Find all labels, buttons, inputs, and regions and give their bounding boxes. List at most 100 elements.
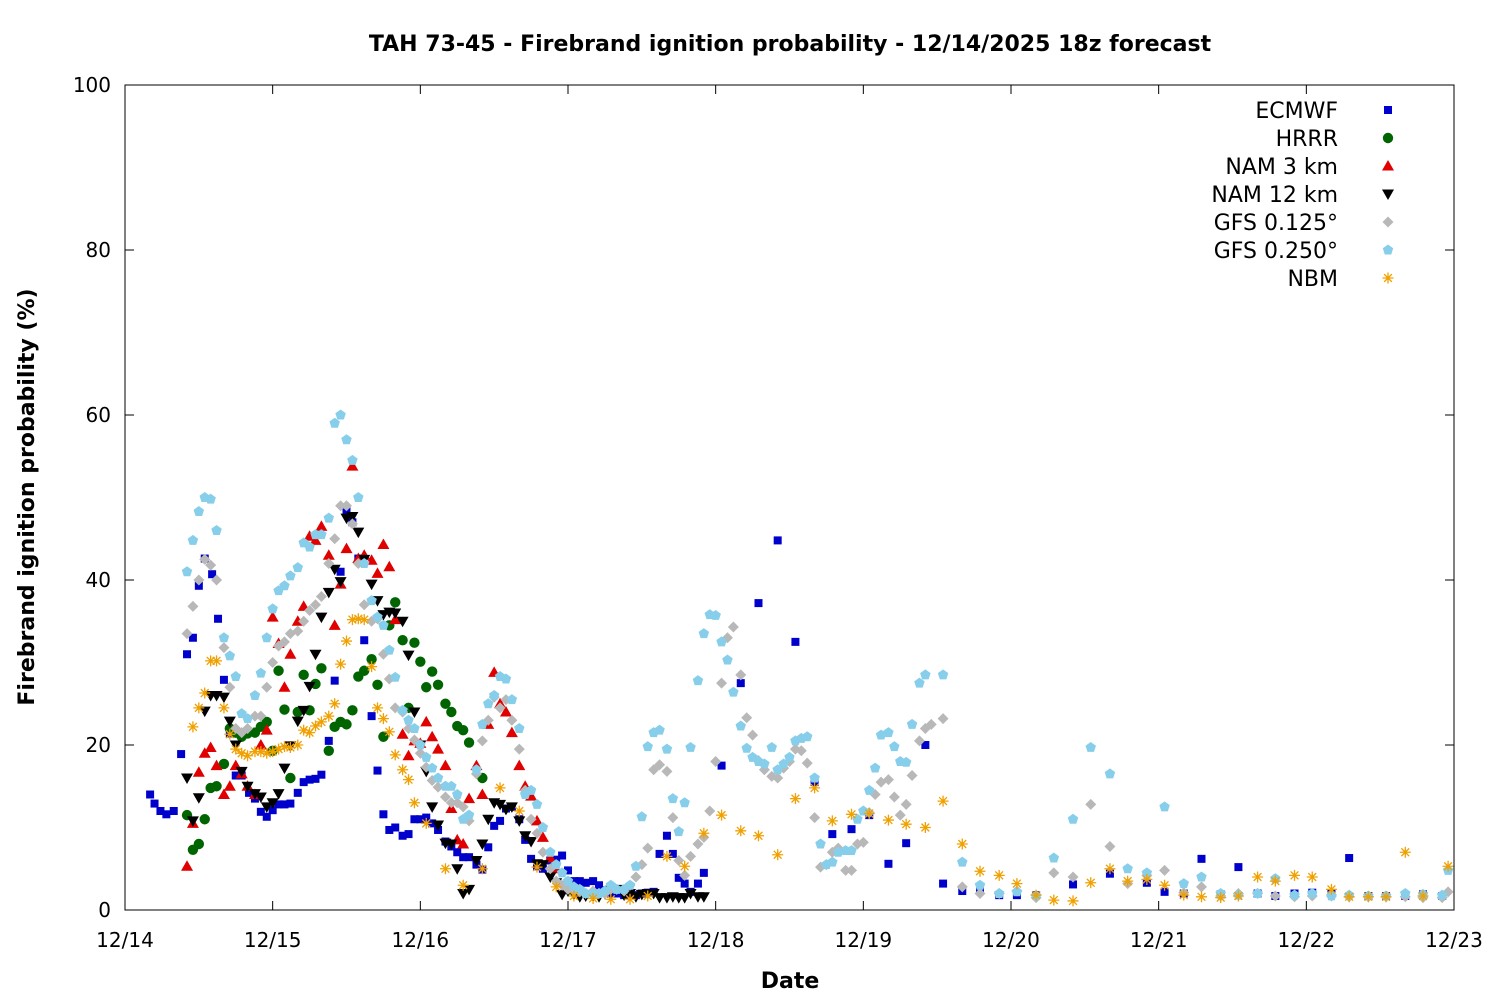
point-ecmwf <box>465 853 474 862</box>
point-gfs-0-250 <box>667 793 679 804</box>
point-nbm <box>772 849 784 861</box>
point-ecmwf <box>1197 854 1206 863</box>
point-nbm <box>224 728 236 740</box>
point-nbm <box>298 724 310 736</box>
point-hrrr <box>193 838 205 850</box>
point-gfs-0-250 <box>267 603 278 614</box>
point-hrrr <box>421 682 432 693</box>
point-ecmwf <box>262 812 271 821</box>
point-nbm <box>919 822 931 833</box>
point-ecmwf <box>231 771 240 780</box>
point-gfs-0-250 <box>279 580 290 591</box>
point-nam-12-km <box>445 839 458 850</box>
point-nbm <box>397 764 409 776</box>
point-gfs-0-250 <box>611 883 622 894</box>
point-ecmwf <box>169 807 178 815</box>
point-nam-3-km <box>340 542 353 554</box>
point-ecmwf <box>569 877 578 886</box>
point-ecmwf <box>416 815 425 824</box>
point-ecmwf <box>379 810 388 819</box>
point-gfs-0-250 <box>452 789 463 799</box>
point-nbm <box>1269 875 1281 887</box>
point-nam-3-km <box>499 706 512 717</box>
point-nam-12-km <box>505 802 518 813</box>
point-gfs-0-125 <box>513 743 525 755</box>
point-nam-3-km <box>192 766 205 777</box>
point-gfs-0-250 <box>692 675 704 686</box>
point-gfs-0-125 <box>642 842 654 854</box>
point-ecmwf <box>717 761 726 770</box>
legend-marker-ecmwf <box>1384 106 1392 114</box>
point-nbm <box>273 743 285 755</box>
point-ecmwf <box>256 807 265 816</box>
y-axis-title: Firebrand ignition probability (%) <box>15 288 40 705</box>
point-nbm <box>568 890 580 902</box>
point-nbm <box>1417 890 1429 902</box>
point-nam-12-km <box>402 650 415 662</box>
point-ecmwf <box>459 853 468 862</box>
point-ecmwf <box>581 878 590 887</box>
point-nbm <box>882 814 894 826</box>
point-hrrr <box>372 679 383 690</box>
point-nbm <box>809 782 821 794</box>
point-nbm <box>352 613 364 625</box>
point-nam-3-km <box>346 460 359 471</box>
point-gfs-0-125 <box>888 791 900 803</box>
point-gfs-0-250 <box>759 758 770 769</box>
point-gfs-0-125 <box>205 559 217 571</box>
point-nam-12-km <box>432 820 445 832</box>
point-gfs-0-250 <box>372 611 383 622</box>
point-gfs-0-125 <box>937 713 949 725</box>
point-nbm <box>309 720 321 732</box>
point-gfs-0-250 <box>993 888 1005 898</box>
series-nbm <box>187 613 1454 907</box>
y-tick-label: 0 <box>98 898 111 922</box>
point-gfs-0-250 <box>366 595 377 606</box>
point-gfs-0-250 <box>974 879 986 890</box>
point-gfs-0-250 <box>249 690 261 700</box>
point-gfs-0-250 <box>801 731 813 742</box>
point-ecmwf <box>490 821 499 830</box>
point-ecmwf <box>177 750 186 759</box>
data-points <box>146 409 1454 907</box>
point-gfs-0-250 <box>869 762 881 773</box>
point-ecmwf <box>342 507 351 516</box>
point-ecmwf <box>773 536 782 545</box>
point-nam-3-km <box>260 724 273 735</box>
point-gfs-0-125 <box>249 710 261 722</box>
point-ecmwf <box>527 854 536 863</box>
point-ecmwf <box>183 650 192 659</box>
point-gfs-0-250 <box>426 762 438 773</box>
point-ecmwf <box>404 830 413 839</box>
point-gfs-0-250 <box>358 558 370 568</box>
point-nbm <box>1215 892 1227 904</box>
point-ecmwf <box>902 839 911 848</box>
point-nbm <box>323 710 335 722</box>
point-gfs-0-125 <box>1048 867 1060 879</box>
point-hrrr <box>432 679 444 690</box>
point-nam-12-km <box>235 766 248 778</box>
point-nam-12-km <box>426 802 439 813</box>
point-nam-3-km <box>210 759 223 771</box>
point-gfs-0-125 <box>857 836 869 848</box>
point-hrrr <box>426 666 438 677</box>
point-nam-3-km <box>439 759 452 771</box>
point-nbm <box>494 782 506 794</box>
point-nbm <box>249 746 261 758</box>
point-gfs-0-250 <box>390 671 401 682</box>
series-ecmwf <box>146 507 1447 900</box>
point-gfs-0-125 <box>840 864 852 876</box>
point-nbm <box>1343 891 1355 903</box>
point-ecmwf <box>1345 854 1354 863</box>
point-gfs-0-250 <box>624 879 636 890</box>
point-nam-3-km <box>402 749 415 761</box>
point-nbm <box>261 747 273 759</box>
point-gfs-0-250 <box>506 694 518 705</box>
point-ecmwf <box>668 849 677 858</box>
point-ecmwf <box>422 813 431 822</box>
point-ecmwf <box>188 633 197 642</box>
legend-marker-gfs-0-250 <box>1382 244 1394 255</box>
point-nbm <box>1104 863 1116 875</box>
point-hrrr <box>397 635 408 646</box>
point-gfs-0-250 <box>205 493 216 504</box>
